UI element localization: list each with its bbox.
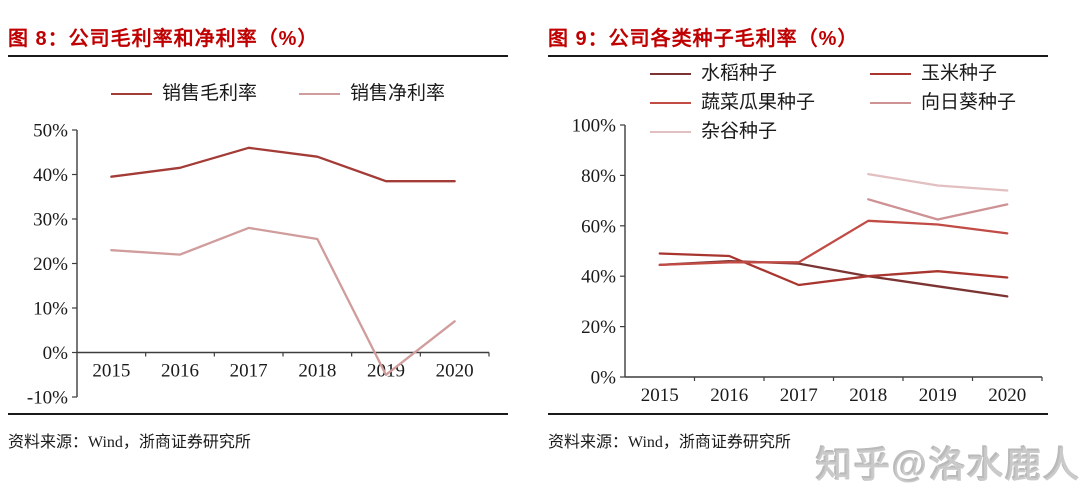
y-axis-tick-label: 80% [581, 166, 616, 187]
legend-label: 玉米种子 [921, 63, 998, 84]
figure-8-source-note: 资料来源：Wind，浙商证券研究所 [8, 434, 251, 451]
line-series [658, 219, 1009, 267]
x-axis-tick-label: 2017 [230, 361, 268, 382]
figure-9-line-chart: 0% 20% 40% 60% 80% 100% 2015 2016 2017 2018 2019 20… [572, 116, 1043, 406]
legend-label: 杂谷种子 [701, 121, 778, 142]
legend-line-swatch [650, 130, 691, 134]
y-axis-tick-label: 0% [43, 343, 69, 364]
figure-9-title: 图 9：公司各类种子毛利率（%） [548, 28, 859, 50]
figure-8-title: 图 8：公司毛利率和净利率（%） [8, 28, 319, 50]
legend-item: 向日葵种子 [870, 91, 1080, 115]
figure-8-legend: 销售毛利率 销售净利率 [68, 82, 488, 106]
y-axis-tick-label: 50% [33, 121, 68, 142]
x-axis-tick-label: 2015 [641, 385, 679, 406]
legend-line-swatch [110, 92, 152, 96]
line-series [867, 172, 1009, 192]
legend-line-swatch [870, 101, 911, 105]
figure-9-panel: 图 9：公司各类种子毛利率（%） 水稻种子 玉米种子蔬菜瓜果种子 向日葵种子杂谷种子… [548, 0, 1048, 491]
line-series [658, 259, 1009, 298]
figure-8-line-chart: -10% 0% 10% 20% 30% 40% 50% 2015 2016 2017 2018 201… [27, 121, 490, 409]
y-axis-tick-label: 40% [581, 267, 616, 288]
y-axis-tick-label: 40% [33, 165, 68, 186]
figure-9-legend: 水稻种子 玉米种子蔬菜瓜果种子 向日葵种子杂谷种子 [650, 62, 1080, 144]
legend-line-swatch [650, 72, 691, 76]
figure-9-source-note: 资料来源：Wind，浙商证券研究所 [548, 434, 791, 451]
legend-line-swatch [299, 92, 340, 96]
legend-item: 水稻种子 [650, 62, 870, 86]
legend-label: 蔬菜瓜果种子 [701, 92, 816, 113]
line-series [867, 198, 1009, 221]
figure-8-bottom-rule [8, 413, 508, 415]
x-axis-tick-label: 2020 [436, 361, 474, 382]
x-axis-tick-label: 2020 [988, 385, 1026, 406]
line-series [658, 252, 1009, 287]
x-axis-tick-label: 2019 [367, 361, 405, 382]
x-axis-tick-label: 2019 [919, 385, 957, 406]
figure-8-title-rule [8, 55, 508, 57]
legend-item: 销售毛利率 [110, 82, 257, 106]
x-axis-tick-label: 2017 [780, 385, 818, 406]
y-axis-tick-label: 60% [581, 216, 616, 237]
legend-item: 蔬菜瓜果种子 [650, 91, 870, 115]
legend-label: 水稻种子 [701, 63, 778, 84]
legend-item: 杂谷种子 [650, 120, 870, 144]
line-series [110, 226, 456, 376]
legend-line-swatch [650, 101, 691, 105]
legend-label: 向日葵种子 [921, 92, 1017, 113]
line-series [110, 146, 456, 183]
figure-8-panel: 图 8：公司毛利率和净利率（%） 销售毛利率 销售净利率 -10% 0% 10% 20%… [8, 0, 508, 491]
figure-9-title-rule [548, 55, 1048, 57]
x-axis-tick-label: 2018 [298, 361, 336, 382]
x-axis-tick-label: 2016 [710, 385, 748, 406]
legend-label: 销售净利率 [350, 83, 446, 104]
y-axis-tick-label: 30% [33, 210, 68, 231]
y-axis-tick-label: 20% [581, 317, 616, 338]
y-axis-tick-label: 0% [591, 368, 617, 389]
legend-item: 销售净利率 [299, 82, 445, 106]
figure-9-bottom-rule [548, 413, 1048, 415]
legend-item: 玉米种子 [870, 62, 1080, 86]
y-axis-tick-label: 100% [572, 116, 617, 137]
x-axis-tick-label: 2015 [92, 361, 130, 382]
y-axis-tick-label: -10% [27, 388, 68, 409]
legend-line-swatch [870, 72, 911, 76]
legend-label: 销售毛利率 [161, 83, 257, 104]
y-axis-tick-label: 20% [33, 254, 68, 275]
x-axis-tick-label: 2016 [161, 361, 199, 382]
y-axis-tick-label: 10% [33, 299, 68, 320]
x-axis-tick-label: 2018 [849, 385, 887, 406]
